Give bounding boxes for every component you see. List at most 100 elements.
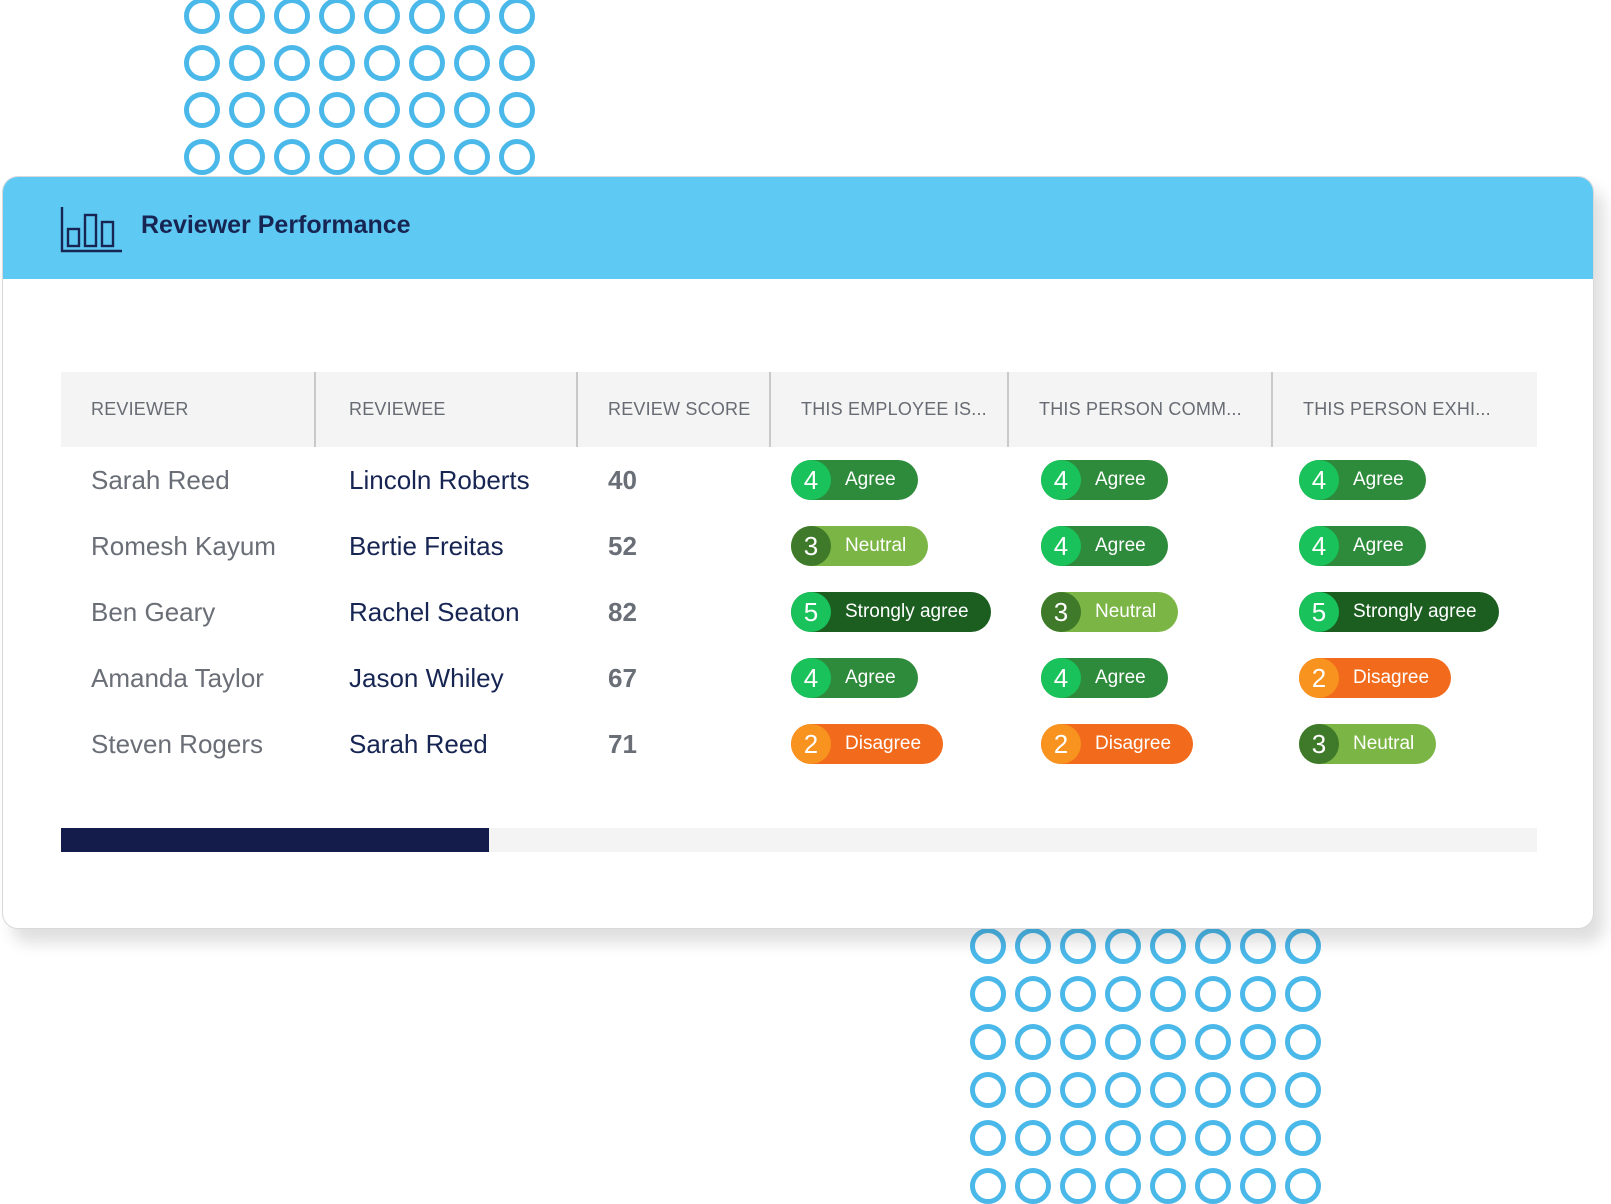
decorative-dot [364,92,400,128]
column-header-reviewee[interactable]: REVIEWEE [316,372,578,447]
decorative-dot [1105,1120,1141,1156]
performance-table: REVIEWER REVIEWEE REVIEW SCORE THIS EMPL… [61,372,1537,777]
decorative-dot [1060,1024,1096,1060]
decorative-dot [274,139,310,175]
decorative-dot [454,92,490,128]
decorative-dot [454,139,490,175]
page-title: Reviewer Performance [141,211,411,239]
table-row[interactable]: Romesh Kayum Bertie Freitas 52 3 Neutral 4 Agr… [61,513,1537,579]
rating-value: 4 [1041,460,1081,500]
column-header-review-score[interactable]: REVIEW SCORE [578,372,771,447]
decorative-dot [1285,1072,1321,1108]
rating-cell: 5 Strongly agree [771,592,1009,632]
decorative-dot [1285,928,1321,964]
column-header-person-comm[interactable]: THIS PERSON COMM... [1009,372,1273,447]
rating-badge: 5 Strongly agree [791,592,991,632]
decorative-dot [1015,976,1051,1012]
decorative-dot [274,45,310,81]
table-body: Sarah Reed Lincoln Roberts 40 4 Agree 4 Agree 4… [61,447,1537,777]
decorative-dot [274,92,310,128]
rating-label: Agree [845,667,896,688]
rating-value: 3 [791,526,831,566]
rating-cell: 4 Agree [1009,658,1273,698]
rating-badge: 3 Neutral [1041,592,1179,632]
decorative-dot [454,0,490,34]
decorative-dot [364,139,400,175]
decorative-dot [1015,1024,1051,1060]
rating-badge: 2 Disagree [1041,724,1194,764]
table-row[interactable]: Ben Geary Rachel Seaton 82 5 Strongly agree 3… [61,579,1537,645]
decorative-dot [1150,1120,1186,1156]
decorative-dot [409,45,445,81]
rating-value: 5 [791,592,831,632]
decorative-dot [1060,976,1096,1012]
rating-badge: 3 Neutral [791,526,929,566]
reviewee-cell: Bertie Freitas [349,530,504,561]
rating-label: Disagree [1095,733,1172,754]
rating-value: 2 [791,724,831,764]
column-header-employee-is[interactable]: THIS EMPLOYEE IS... [771,372,1009,447]
reviewee-cell: Lincoln Roberts [349,464,530,495]
decorative-dot [229,92,265,128]
rating-value: 4 [1299,526,1339,566]
card-header: Reviewer Performance [3,177,1593,279]
rating-cell: 3 Neutral [1009,592,1273,632]
decorative-dot [409,139,445,175]
decorative-dot-grid-bottom [970,928,1321,1204]
rating-value: 4 [791,460,831,500]
decorative-dot [499,139,535,175]
decorative-dot [1240,976,1276,1012]
decorative-dot [454,45,490,81]
rating-badge: 4 Agree [1299,460,1426,500]
decorative-dot [364,45,400,81]
horizontal-scrollbar[interactable] [61,828,1537,852]
rating-cell: 4 Agree [1273,526,1537,566]
column-header-reviewer[interactable]: REVIEWER [61,372,316,447]
decorative-dot [319,92,355,128]
decorative-dot [1285,1024,1321,1060]
review-score-cell: 40 [608,464,637,495]
table-row[interactable]: Amanda Taylor Jason Whiley 67 4 Agree 4 Agree 2… [61,645,1537,711]
decorative-dot [1150,928,1186,964]
decorative-dot [364,0,400,34]
decorative-dot [1015,1072,1051,1108]
rating-badge: 4 Agree [1041,460,1168,500]
decorative-dot [499,45,535,81]
scrollbar-thumb[interactable] [61,828,490,852]
table-row[interactable]: Sarah Reed Lincoln Roberts 40 4 Agree 4 Agree 4… [61,447,1537,513]
rating-label: Neutral [1095,601,1157,622]
decorative-dot-grid-top [184,0,535,175]
decorative-dot [319,0,355,34]
review-score-cell: 82 [608,596,637,627]
column-header-person-exhi[interactable]: THIS PERSON EXHI... [1303,399,1491,419]
rating-cell: 4 Agree [1009,526,1273,566]
decorative-dot [319,139,355,175]
decorative-dot [1195,1024,1231,1060]
decorative-dot [1105,976,1141,1012]
decorative-dot [184,45,220,81]
decorative-dot [184,139,220,175]
rating-label: Agree [845,469,896,490]
decorative-dot [1150,976,1186,1012]
rating-label: Agree [1095,667,1146,688]
decorative-dot [970,1072,1006,1108]
decorative-dot [1240,1120,1276,1156]
decorative-dot [184,0,220,34]
bar-chart-icon [60,207,122,253]
rating-badge: 4 Agree [1041,526,1168,566]
rating-label: Agree [1353,535,1404,556]
rating-value: 4 [791,658,831,698]
decorative-dot [1105,1024,1141,1060]
decorative-dot [970,928,1006,964]
decorative-dot [409,92,445,128]
table-row[interactable]: Steven Rogers Sarah Reed 71 2 Disagree 2 Disag… [61,711,1537,777]
rating-cell: 2 Disagree [1273,658,1537,698]
rating-label: Neutral [845,535,907,556]
decorative-dot [499,92,535,128]
reviewer-cell: Ben Geary [91,596,216,627]
review-score-cell: 67 [608,662,637,693]
decorative-dot [274,0,310,34]
decorative-dot [1195,928,1231,964]
reviewee-cell: Rachel Seaton [349,596,520,627]
reviewer-cell: Steven Rogers [91,728,263,759]
